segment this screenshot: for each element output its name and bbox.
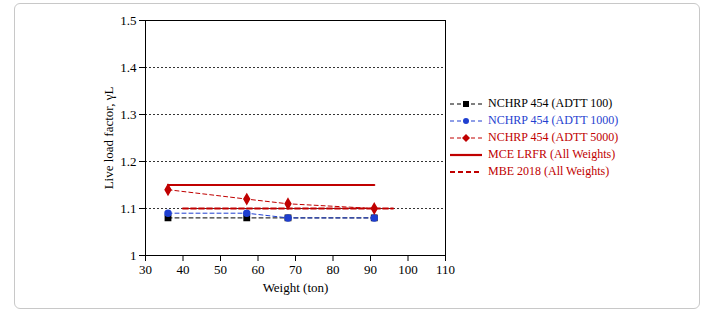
svg-text:Weight (ton): Weight (ton): [263, 280, 329, 295]
svg-text:90: 90: [364, 262, 377, 277]
html-text:MCE LRFR (All Weights): MCE LRFR (All Weights): [488, 147, 616, 161]
svg-text:1.1: 1.1: [120, 201, 136, 216]
svg-text:1.4: 1.4: [120, 60, 137, 75]
html-text:NCHRP 454 (ADTT 100): NCHRP 454 (ADTT 100): [488, 96, 613, 110]
svg-text:1.5: 1.5: [120, 13, 136, 28]
svg-text:1: 1: [130, 248, 137, 263]
svg-text:70: 70: [289, 262, 302, 277]
html-text:MBE 2018 (All Weights): MBE 2018 (All Weights): [488, 164, 610, 178]
svg-text:Live load factor, γL: Live load factor, γL: [101, 87, 116, 190]
svg-text:80: 80: [327, 262, 340, 277]
svg-text:100: 100: [398, 262, 418, 277]
svg-text:110: 110: [436, 262, 455, 277]
svg-text:40: 40: [177, 262, 190, 277]
svg-text:50: 50: [214, 262, 227, 277]
svg-text:1.2: 1.2: [120, 154, 136, 169]
svg-text:30: 30: [139, 262, 152, 277]
svg-text:1.3: 1.3: [120, 107, 136, 122]
svg-text:60: 60: [252, 262, 265, 277]
html-text:NCHRP 454 (ADTT 1000): NCHRP 454 (ADTT 1000): [488, 113, 619, 127]
html-text:NCHRP 454 (ADTT 5000): NCHRP 454 (ADTT 5000): [488, 130, 619, 144]
